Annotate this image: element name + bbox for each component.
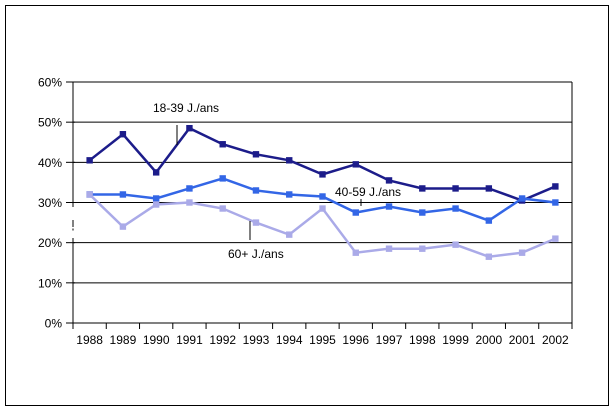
y-axis-label: 20% xyxy=(38,236,62,250)
data-point-60-j-ans-1992 xyxy=(219,205,226,212)
x-axis-label: 1993 xyxy=(243,333,270,347)
annotation-18-39-j-ans: 18-39 J./ans xyxy=(153,101,219,145)
x-axis-label: 1996 xyxy=(342,333,369,347)
data-point-60-j-ans-1990 xyxy=(152,201,160,208)
data-point-18-39-j-ans-1989 xyxy=(119,131,127,138)
gridlines xyxy=(73,81,572,284)
series-line-60-j-ans xyxy=(88,193,556,259)
data-point-60-j-ans-1988 xyxy=(86,191,93,198)
data-point-60-j-ans-2001 xyxy=(518,249,526,256)
data-point-40-59-j-ans-1999 xyxy=(452,205,459,212)
annotation-label: 18-39 J./ans xyxy=(153,101,219,115)
data-point-18-39-j-ans-1988 xyxy=(86,157,93,164)
data-point-60-j-ans-1999 xyxy=(452,241,459,248)
data-point-40-59-j-ans-1998 xyxy=(419,209,426,216)
data-point-60-j-ans-1993 xyxy=(252,219,260,226)
data-point-40-59-j-ans-1990 xyxy=(152,195,160,202)
data-point-60-j-ans-1996 xyxy=(352,249,359,256)
data-point-40-59-j-ans-2000 xyxy=(485,217,493,224)
data-point-60-j-ans-2002 xyxy=(552,235,559,242)
data-point-40-59-j-ans-1997 xyxy=(385,203,393,210)
annotation-60-j-ans: 60+ J./ans xyxy=(228,221,284,261)
series-40-59-j-ans xyxy=(86,175,559,224)
data-point-18-39-j-ans-1991 xyxy=(186,124,193,132)
x-axis-label: 2001 xyxy=(509,333,536,347)
y-axis-label: 30% xyxy=(38,196,62,210)
series-60-j-ans xyxy=(86,191,559,260)
data-point-18-39-j-ans-1996 xyxy=(352,161,359,168)
data-point-60-j-ans-2000 xyxy=(485,253,493,260)
data-point-18-39-j-ans-1999 xyxy=(452,185,459,192)
data-point-40-59-j-ans-1991 xyxy=(186,185,193,192)
data-point-60-j-ans-1994 xyxy=(286,231,293,238)
data-point-60-j-ans-1991 xyxy=(186,199,193,206)
data-point-40-59-j-ans-2001 xyxy=(518,195,526,202)
y-axis-label: 10% xyxy=(38,276,62,290)
data-point-60-j-ans-1998 xyxy=(419,245,426,252)
y-axis-label: 60% xyxy=(38,76,62,90)
x-axis-tick-labels: 1988 1989 1990 1991 1992 1993 1994 1995 1996 1997… xyxy=(76,333,569,347)
data-point-18-39-j-ans-1992 xyxy=(219,141,226,148)
x-axis-label: 1997 xyxy=(376,333,403,347)
series-18-39-j-ans xyxy=(86,124,559,204)
series-line-18-39-j-ans xyxy=(88,126,556,202)
data-point-60-j-ans-1997 xyxy=(385,245,393,252)
data-point-60-j-ans-1995 xyxy=(319,205,326,212)
chart-outer-border xyxy=(5,5,609,406)
data-point-40-59-j-ans-2002 xyxy=(552,199,559,206)
data-point-18-39-j-ans-2000 xyxy=(485,185,493,192)
data-point-40-59-j-ans-1994 xyxy=(286,191,293,198)
y-axis-label: 0% xyxy=(45,317,63,331)
data-point-18-39-j-ans-1990 xyxy=(152,169,160,176)
data-point-18-39-j-ans-2002 xyxy=(552,183,559,190)
data-point-40-59-j-ans-1992 xyxy=(219,175,226,182)
series-annotations: 18-39 J./ans 40-59 J./ans 60+ J./ans xyxy=(153,101,401,261)
annotation-label: 60+ J./ans xyxy=(228,247,284,261)
axes xyxy=(66,81,573,329)
x-axis-label: 1988 xyxy=(76,333,103,347)
data-point-18-39-j-ans-1994 xyxy=(286,157,293,164)
data-point-40-59-j-ans-1995 xyxy=(319,193,326,200)
annotation-label: 40-59 J./ans xyxy=(335,185,401,199)
x-axis-label: 1998 xyxy=(409,333,436,347)
x-axis-label: 1992 xyxy=(209,333,236,347)
y-axis-label: 40% xyxy=(38,156,62,170)
data-point-60-j-ans-1989 xyxy=(119,223,127,230)
x-axis-label: 2002 xyxy=(542,333,569,347)
x-axis-label: 1990 xyxy=(143,333,170,347)
x-axis-label: 1995 xyxy=(309,333,336,347)
y-axis-tick-labels: 0% 10% 20% 30% 40% 50% 60% xyxy=(38,76,62,331)
annotation-40-59-j-ans: 40-59 J./ans xyxy=(335,185,401,206)
series-lines xyxy=(86,124,559,260)
data-point-18-39-j-ans-1995 xyxy=(319,171,326,178)
data-point-18-39-j-ans-1997 xyxy=(385,177,393,184)
data-point-18-39-j-ans-1998 xyxy=(419,185,426,192)
data-point-40-59-j-ans-1993 xyxy=(252,187,260,194)
data-point-18-39-j-ans-1993 xyxy=(252,151,260,158)
data-point-40-59-j-ans-1989 xyxy=(119,191,127,198)
x-axis-label: 1999 xyxy=(442,333,469,347)
x-axis-label: 1991 xyxy=(176,333,203,347)
x-axis-label: 1994 xyxy=(276,333,303,347)
x-axis-label: 1989 xyxy=(110,333,137,347)
data-point-40-59-j-ans-1996 xyxy=(352,209,359,216)
x-axis-label: 2000 xyxy=(475,333,502,347)
y-axis-label: 50% xyxy=(38,116,62,130)
